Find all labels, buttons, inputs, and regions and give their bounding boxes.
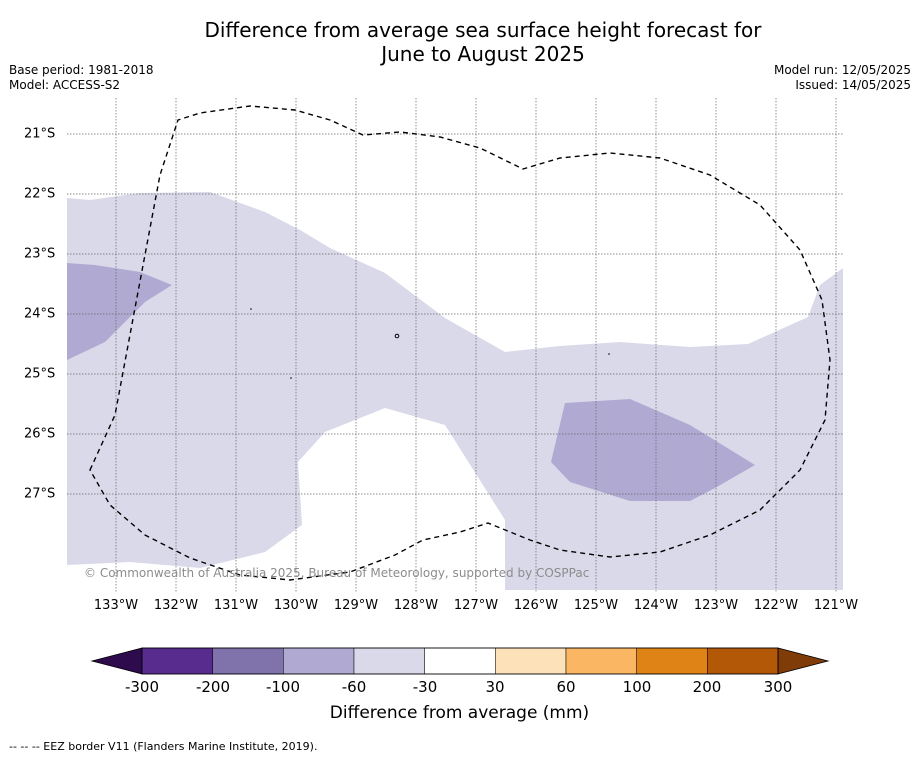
lon-label: 126°W [513,598,559,613]
island-marker [394,333,400,339]
lat-label: 23°S [24,246,56,262]
colorbar-tick: 300 [763,678,793,696]
lon-label: 130°W [273,598,319,613]
colorbar-tick: 200 [692,678,722,696]
colorbar-tick: 60 [556,678,576,696]
lon-label: 122°W [753,598,799,613]
lon-label: 132°W [153,598,199,613]
colorbar-cell [283,647,355,675]
lon-label: 131°W [213,598,259,613]
lon-label: 128°W [393,598,439,613]
lat-label: 27°S [24,486,56,502]
colorbar-tick: 30 [485,678,505,696]
title-line-1: Difference from average sea surface heig… [204,18,762,42]
copyright-notice: © Commonwealth of Australia 2025, Bureau… [84,566,590,580]
colorbar-tick: -30 [412,678,438,696]
colorbar-over-arrow [777,647,830,675]
colorbar-under-arrow [90,647,143,675]
lat-label: 26°S [24,426,56,442]
lat-label: 21°S [24,126,56,142]
colorbar-cell [212,647,284,675]
colorbar-tick: -200 [195,678,231,696]
lon-label: 133°W [93,598,139,613]
lon-label: 129°W [333,598,379,613]
anomaly-band-light [67,192,843,590]
lat-label: 24°S [24,306,56,322]
lon-label: 125°W [573,598,619,613]
meta-right: Model run: 12/05/2025 Issued: 14/05/2025 [774,63,911,93]
lat-label: 25°S [24,366,56,382]
lon-label: 127°W [453,598,499,613]
title-line-2: June to August 2025 [381,42,585,66]
colorbar-cell [353,647,425,675]
model-run: Model run: 12/05/2025 [773,63,911,77]
colorbar [90,647,830,675]
colorbar-label: Difference from average (mm) [329,703,590,723]
eez-border [89,105,831,581]
colorbar-cell [141,647,213,675]
base-period: Base period: 1981-2018 [9,63,154,77]
island-marker [290,377,292,379]
island-marker [608,353,610,355]
chart-title: Difference from average sea surface heig… [0,18,919,66]
anomaly-band-medium-west [67,263,172,360]
colorbar-cell [636,647,708,675]
lat-label: 22°S [24,186,56,202]
colorbar-cell [495,647,567,675]
issued-date: Issued: 14/05/2025 [795,78,911,92]
colorbar-tick: -300 [124,678,160,696]
colorbar-cell [565,647,637,675]
anomaly-band-medium-east [551,399,755,501]
meta-left: Base period: 1981-2018 Model: ACCESS-S2 [9,63,154,93]
colorbar-tick: -100 [265,678,301,696]
colorbar-tick: 100 [622,678,652,696]
lon-label: 121°W [813,598,859,613]
colorbar-cell [424,647,496,675]
lon-label: 124°W [633,598,679,613]
island-marker [250,308,252,310]
model-name: Model: ACCESS-S2 [9,78,121,92]
lon-label: 123°W [693,598,739,613]
eez-legend-note: -- -- -- EEZ border V11 (Flanders Marine… [9,740,318,753]
colorbar-tick: -60 [341,678,367,696]
colorbar-cell [707,647,779,675]
